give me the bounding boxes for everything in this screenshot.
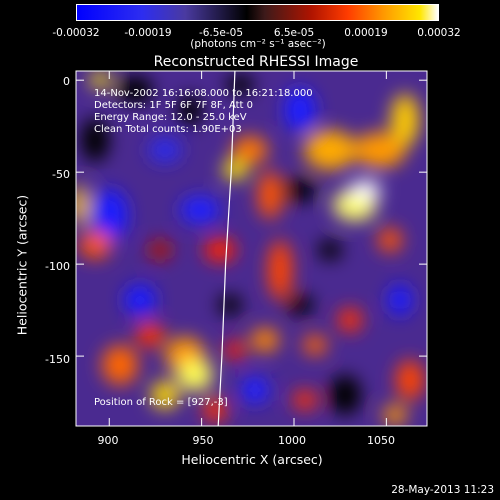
colorbar-tick: -6.5e-05 [198,27,244,39]
emission-blobs [76,72,424,425]
emission-blob [149,138,181,162]
emission-blob [349,180,381,200]
emission-blob [241,376,269,404]
y-tick-label: 0 [63,75,70,88]
emission-blob [284,88,316,132]
colorbar-tick: -0.00019 [124,27,172,39]
emission-blob [354,132,406,168]
emission-blob [90,72,110,88]
emission-blob [204,238,236,262]
x-tick-label: 950 [193,434,214,447]
emission-blob [396,360,424,400]
plot-frame [75,70,428,427]
emission-blob [117,76,153,104]
clean-counts-text: Clean Total counts: 1.90E+03 [94,124,242,135]
emission-blob [318,240,342,260]
time-range-text: 14-Nov-2002 16:16:08.000 to 16:21:18.000 [94,88,313,99]
emission-blob [293,390,317,410]
x-tick-label: 900 [98,434,119,447]
emission-blob [388,284,412,316]
emission-blob [391,94,419,146]
x-tick-label: 1000 [278,434,306,447]
colorbar [76,4,439,21]
emission-blob [76,185,88,225]
emission-blob [136,323,164,347]
emission-blob [303,335,327,355]
emission-blob [378,228,402,252]
y-tick-label: -100 [45,260,70,273]
colorbar-tick: 0.00019 [344,27,388,39]
x-tick-label: 1050 [367,434,395,447]
emission-blob [251,328,279,352]
emission-blob [203,398,227,422]
x-axis-label: Heliocentric X (arcsec) [181,452,323,467]
emission-blob [180,196,220,224]
emission-blob [92,189,128,241]
solar-limb-line [217,71,236,426]
emission-blob [177,359,213,391]
colorbar-tick: -0.00032 [52,27,100,39]
emission-blob [178,94,202,126]
emission-blob [124,284,156,316]
emission-blob [258,171,282,219]
y-tick-label: -150 [45,353,70,366]
colorbar-tick: 0.00032 [417,27,461,39]
axis-ticks [76,71,427,426]
emission-blob [148,240,172,260]
emission-blob [304,130,356,170]
emission-blob [286,295,314,315]
rock-position-text: Position of Rock = [927,-3] [94,397,228,408]
emission-blob [232,136,268,164]
emission-blob [79,231,111,259]
y-axis-label: Heliocentric Y (arcsec) [14,194,30,336]
footer-date: 28-May-2013 11:23 [391,484,494,496]
colorbar-unit: (photons cm⁻² s⁻¹ asec⁻²) [190,38,326,50]
emission-blob [218,295,242,315]
emission-blob [102,345,138,385]
energy-range-text: Energy Range: 12.0 - 25.0 keV [94,112,247,123]
chart-title: Reconstructed RHESSI Image [153,54,359,70]
detectors-text: Detectors: 1F 5F 6F 7F 8F, Att 0 [94,100,254,111]
emission-blob [226,75,254,95]
emission-blob [268,240,292,300]
emission-blob [383,405,407,425]
emission-blob [151,381,179,409]
emission-blob [284,178,316,202]
y-tick-label: -50 [52,168,70,181]
emission-blob [329,375,361,415]
emission-blob [338,308,362,332]
emission-blob [225,340,245,360]
emission-blob [81,118,109,162]
emission-blob [223,160,247,180]
colorbar-tick: 6.5e-05 [273,27,315,39]
